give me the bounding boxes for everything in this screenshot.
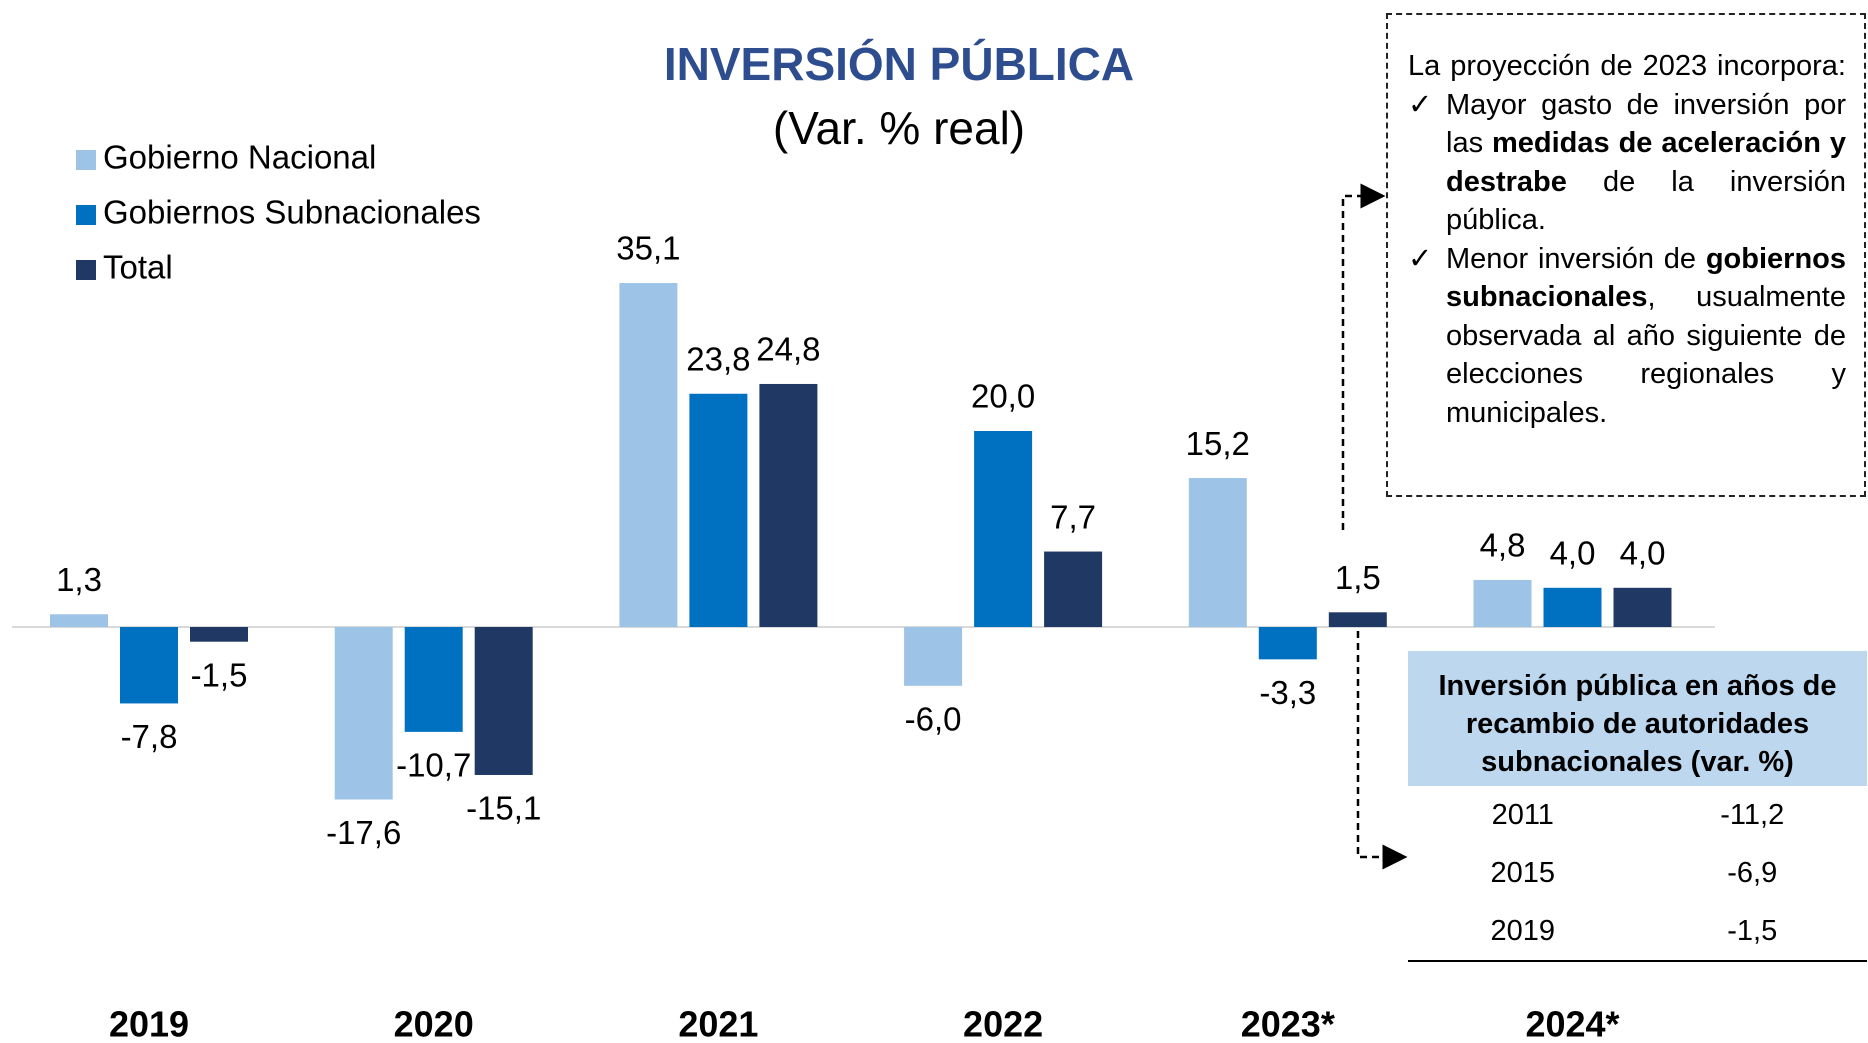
annotation-text: , usualmente observada al año siguiente … [1446,281,1846,429]
data-label: 24,8 [756,331,820,368]
data-label: 7,7 [1050,498,1096,535]
table-row: 2011 -11,2 [1408,786,1867,844]
bar [50,614,108,627]
data-label: -7,8 [121,718,178,755]
legend-swatch [76,150,96,170]
table-cell: -11,2 [1720,798,1785,831]
annotation-text: medidas de aceleración y destrabe [1446,127,1846,198]
table-rule [1408,960,1867,962]
data-label: -10,7 [396,747,471,784]
data-label: 1,5 [1335,559,1381,596]
bar [1543,587,1602,627]
x-tick-label: 2020 [394,1004,474,1043]
legend-swatch [76,260,96,280]
data-label: -1,5 [191,656,248,693]
annotation-box: La proyección de 2023 incorpora: Mayor g… [1386,13,1866,497]
bar [904,627,963,686]
chart-title: INVERSIÓN PÚBLICA [664,38,1134,90]
data-label: 23,8 [686,340,750,377]
table-row: 2019 -1,5 [1408,902,1867,960]
bar [619,283,678,627]
data-label: -15,1 [466,790,541,827]
bar [1044,551,1103,627]
bar [1613,587,1672,627]
data-label: 35,1 [616,230,680,267]
bar [120,627,178,704]
connector-arrow [1341,183,1386,530]
connector-arrow [1356,631,1408,870]
x-tick-label: 2022 [963,1004,1043,1043]
table-cell: 2011 [1491,798,1554,831]
data-label: 20,0 [971,378,1035,415]
table-body: 2011 -11,2 2015 -6,9 2019 -1,5 [1408,786,1867,960]
annotation-text: de la inversión pública. [1446,165,1846,237]
table-cell: -1,5 [1727,914,1778,947]
table-cell: -6,9 [1727,856,1778,889]
table-title: Inversión pública en años de recambio de… [1408,651,1867,786]
data-label: 4,0 [1620,535,1666,572]
legend-label: Total [103,249,173,286]
bar [759,383,818,627]
chart-subtitle: (Var. % real) [773,102,1025,154]
legend-swatch [76,205,96,225]
annotation-list: Mayor gasto de inversión por las medidas… [1408,86,1846,433]
bar [334,627,393,800]
table: Inversión pública en años de recambio de… [1408,651,1867,962]
bar [689,393,748,627]
data-label: 1,3 [56,561,102,598]
data-label: 4,0 [1550,535,1596,572]
annotation-text: gobiernos subnacionales [1446,242,1846,314]
table-row: 2015 -6,9 [1408,844,1867,902]
x-tick-label: 2019 [109,1004,189,1043]
x-tick-label: 2021 [678,1004,758,1043]
legend-label: Gobiernos Subnacionales [103,194,481,231]
bar [974,431,1033,627]
x-tick-label: 2023* [1241,1004,1335,1043]
bar [474,627,533,775]
x-tick-label: 2024* [1525,1004,1619,1043]
bar [1328,612,1387,627]
data-label: -17,6 [326,814,401,851]
data-label: 4,8 [1480,527,1526,564]
annotation-intro: La proyección de 2023 incorpora: [1408,50,1846,82]
bar [1473,579,1532,627]
bar [190,627,248,642]
annotation-text: Mayor gasto de inversión por las [1446,88,1846,160]
annotation-item: Menor inversión de gobiernos subnacional… [1408,240,1846,433]
data-label: -3,3 [1259,674,1316,711]
data-label: -6,0 [905,701,962,738]
annotation-text: Menor inversión de [1446,242,1706,275]
bar [404,627,463,732]
annotation-item: Mayor gasto de inversión por las medidas… [1408,86,1846,240]
legend-label: Gobierno Nacional [103,139,376,176]
data-label: 15,2 [1186,425,1250,462]
bar [1258,627,1317,660]
table-cell: 2019 [1490,914,1555,947]
bar [1188,478,1247,627]
table-cell: 2015 [1490,856,1555,889]
